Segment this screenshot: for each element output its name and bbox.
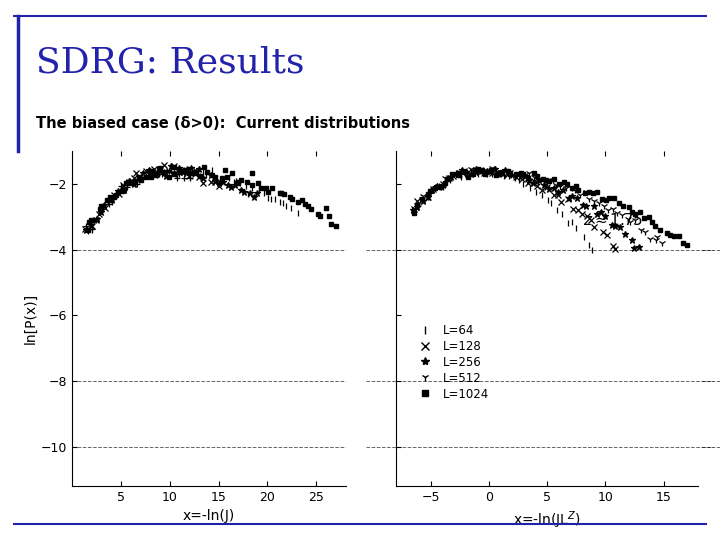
Legend: L=64, L=128, L=256, L=512, L=1024: L=64, L=128, L=256, L=512, L=1024 xyxy=(411,319,494,405)
Y-axis label: ln[P(x)]: ln[P(x)] xyxy=(24,293,38,344)
Text: SDRG: Results: SDRG: Results xyxy=(36,46,305,80)
X-axis label: x=-ln(JL$^Z$): x=-ln(JL$^Z$) xyxy=(513,509,581,531)
X-axis label: x=-ln(J): x=-ln(J) xyxy=(183,509,235,523)
Text: $z\approx1.75$: $z\approx1.75$ xyxy=(583,212,644,228)
Text: The biased case (δ>0):  Current distributions: The biased case (δ>0): Current distribut… xyxy=(36,116,410,131)
